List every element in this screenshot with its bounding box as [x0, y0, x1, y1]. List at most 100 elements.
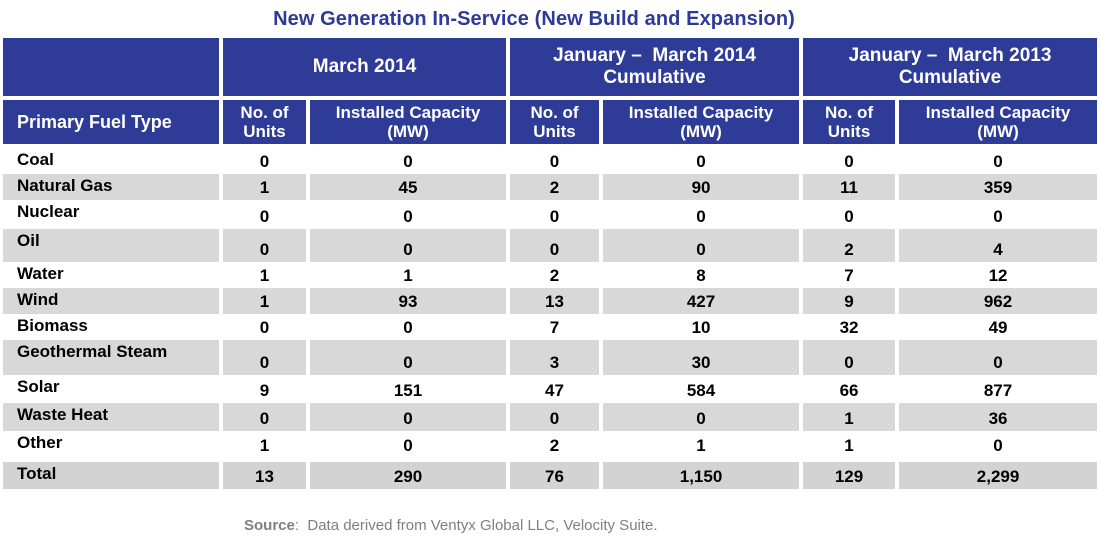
cell-jan-mar-2013-units: 0 — [803, 340, 900, 375]
cell-march-2014-capacity: 151 — [310, 375, 511, 403]
cell-march-2014-capacity: 290 — [310, 458, 511, 489]
group-header-jan-mar-2013: January – March 2013 Cumulative — [803, 38, 1098, 100]
row-fuel-label: Other — [3, 431, 223, 458]
cell-march-2014-units: 1 — [223, 288, 310, 314]
source-label: Source — [244, 517, 295, 534]
row-fuel-label: Natural Gas — [3, 174, 223, 200]
cell-jan-mar-2014-capacity: 0 — [603, 403, 804, 431]
cell-jan-mar-2014-units: 0 — [510, 200, 604, 229]
column-header-units-line2: Units — [827, 122, 871, 141]
table-row-biomass: Biomass 0 0 7 10 32 49 — [3, 314, 1098, 340]
cell-jan-mar-2014-units: 3 — [510, 340, 604, 375]
table-row-water: Water 1 1 2 8 7 12 — [3, 262, 1098, 288]
cell-march-2014-capacity: 0 — [310, 229, 511, 262]
cell-march-2014-units: 0 — [223, 403, 310, 431]
header-blank-cell — [3, 38, 223, 100]
group-header-jan-mar-2013-line1: January – March 2013 — [848, 45, 1052, 66]
row-fuel-label: Biomass — [3, 314, 223, 340]
cell-march-2014-capacity: 0 — [310, 431, 511, 458]
cell-jan-mar-2014-units: 7 — [510, 314, 604, 340]
column-header-units: No. of Units — [223, 100, 310, 148]
cell-march-2014-capacity: 93 — [310, 288, 511, 314]
cell-march-2014-capacity: 45 — [310, 174, 511, 200]
cell-jan-mar-2013-units: 1 — [803, 403, 900, 431]
cell-jan-mar-2013-capacity: 0 — [899, 148, 1098, 174]
column-header-capacity-line1: Installed Capacity — [925, 103, 1071, 122]
source-note: Source: Data derived from Ventyx Global … — [244, 517, 658, 534]
row-fuel-label: Oil — [3, 229, 223, 262]
column-header-units: No. of Units — [510, 100, 604, 148]
table-row-total: Total 13 290 76 1,150 129 2,299 — [3, 458, 1098, 489]
cell-jan-mar-2013-units: 11 — [803, 174, 900, 200]
cell-jan-mar-2014-capacity: 584 — [603, 375, 804, 403]
cell-jan-mar-2014-capacity: 427 — [603, 288, 804, 314]
cell-jan-mar-2013-capacity: 962 — [899, 288, 1098, 314]
cell-march-2014-units: 13 — [223, 458, 310, 489]
column-header-capacity-line1: Installed Capacity — [628, 103, 774, 122]
column-header-capacity-line2: (MW) — [680, 122, 722, 141]
cell-march-2014-capacity: 0 — [310, 314, 511, 340]
cell-jan-mar-2014-capacity: 1,150 — [603, 458, 804, 489]
table-row-wind: Wind 1 93 13 427 9 962 — [3, 288, 1098, 314]
cell-jan-mar-2013-capacity: 359 — [899, 174, 1098, 200]
cell-jan-mar-2014-capacity: 1 — [603, 431, 804, 458]
cell-jan-mar-2014-units: 0 — [510, 148, 604, 174]
cell-jan-mar-2014-capacity: 10 — [603, 314, 804, 340]
cell-jan-mar-2013-units: 7 — [803, 262, 900, 288]
cell-jan-mar-2014-units: 2 — [510, 262, 604, 288]
cell-march-2014-units: 0 — [223, 314, 310, 340]
cell-jan-mar-2014-capacity: 0 — [603, 148, 804, 174]
cell-march-2014-capacity: 0 — [310, 340, 511, 375]
cell-jan-mar-2014-capacity: 0 — [603, 229, 804, 262]
cell-jan-mar-2013-capacity: 877 — [899, 375, 1098, 403]
cell-march-2014-units: 0 — [223, 200, 310, 229]
row-fuel-label: Coal — [3, 148, 223, 174]
cell-jan-mar-2013-units: 32 — [803, 314, 900, 340]
cell-jan-mar-2014-capacity: 90 — [603, 174, 804, 200]
row-fuel-label: Solar — [3, 375, 223, 403]
cell-jan-mar-2013-units: 9 — [803, 288, 900, 314]
cell-jan-mar-2014-units: 13 — [510, 288, 604, 314]
cell-march-2014-units: 1 — [223, 262, 310, 288]
group-header-jan-mar-2014: January – March 2014 Cumulative — [510, 38, 804, 100]
cell-jan-mar-2014-units: 76 — [510, 458, 604, 489]
cell-jan-mar-2014-units: 0 — [510, 229, 604, 262]
group-header-jan-mar-2014-line1: January – March 2014 — [553, 45, 756, 66]
cell-jan-mar-2013-units: 66 — [803, 375, 900, 403]
table-row-coal: Coal 0 0 0 0 0 0 — [3, 148, 1098, 174]
group-header-march-2014-label: March 2014 — [312, 56, 417, 77]
cell-march-2014-units: 1 — [223, 431, 310, 458]
page-title: New Generation In-Service (New Build and… — [273, 8, 795, 30]
cell-jan-mar-2013-capacity: 0 — [899, 340, 1098, 375]
cell-march-2014-units: 1 — [223, 174, 310, 200]
cell-march-2014-capacity: 0 — [310, 148, 511, 174]
cell-jan-mar-2014-units: 47 — [510, 375, 604, 403]
column-header-capacity-line2: (MW) — [387, 122, 429, 141]
cell-jan-mar-2014-capacity: 30 — [603, 340, 804, 375]
cell-jan-mar-2013-units: 0 — [803, 148, 900, 174]
cell-jan-mar-2013-capacity: 4 — [899, 229, 1098, 262]
row-fuel-label: Water — [3, 262, 223, 288]
group-header-march-2014: March 2014 — [223, 38, 511, 100]
row-fuel-label: Total — [3, 458, 223, 489]
cell-jan-mar-2014-units: 2 — [510, 431, 604, 458]
cell-jan-mar-2014-capacity: 8 — [603, 262, 804, 288]
table-row-waste-heat: Waste Heat 0 0 0 0 1 36 — [3, 403, 1098, 431]
column-header-capacity: Installed Capacity (MW) — [310, 100, 511, 148]
table-row-natural-gas: Natural Gas 1 45 2 90 11 359 — [3, 174, 1098, 200]
cell-march-2014-units: 0 — [223, 229, 310, 262]
column-header-units-line1: No. of — [824, 103, 874, 122]
table-row-oil: Oil 0 0 0 0 2 4 — [3, 229, 1098, 262]
cell-jan-mar-2013-capacity: 0 — [899, 200, 1098, 229]
cell-march-2014-units: 9 — [223, 375, 310, 403]
cell-march-2014-units: 0 — [223, 148, 310, 174]
cell-jan-mar-2013-capacity: 2,299 — [899, 458, 1098, 489]
cell-jan-mar-2013-capacity: 49 — [899, 314, 1098, 340]
row-fuel-label: Wind — [3, 288, 223, 314]
cell-jan-mar-2014-capacity: 0 — [603, 200, 804, 229]
cell-march-2014-capacity: 0 — [310, 403, 511, 431]
cell-jan-mar-2014-units: 2 — [510, 174, 604, 200]
cell-jan-mar-2013-capacity: 0 — [899, 431, 1098, 458]
row-fuel-label: Nuclear — [3, 200, 223, 229]
column-header-units-line1: No. of — [530, 103, 579, 122]
